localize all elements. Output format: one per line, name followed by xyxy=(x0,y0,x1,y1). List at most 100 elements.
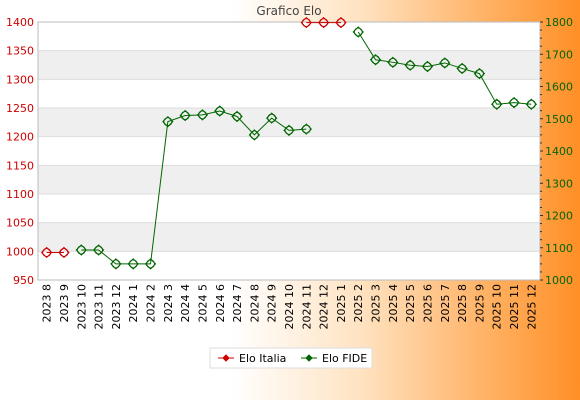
x-tick-label: 2024 12 xyxy=(318,284,331,330)
elo-fide-point-ring xyxy=(128,259,138,269)
x-tick-label: 2023 8 xyxy=(41,284,54,323)
chart-title: Grafico Elo xyxy=(256,4,321,18)
plot-band xyxy=(38,136,540,166)
elo-italia-point-ring xyxy=(319,18,329,28)
x-tick-label: 2023 9 xyxy=(58,284,71,323)
x-tick-label: 2025 5 xyxy=(404,284,417,323)
right-tick-label: 1600 xyxy=(545,81,573,94)
x-tick-label: 2023 10 xyxy=(75,284,88,330)
plot-band xyxy=(38,165,540,194)
elo-fide-point-ring xyxy=(388,57,398,67)
right-tick-label: 1700 xyxy=(545,48,573,61)
right-tick-label: 1400 xyxy=(545,145,573,158)
x-tick-label: 2025 8 xyxy=(456,284,469,323)
plot-band xyxy=(38,194,540,223)
left-tick-label: 1300 xyxy=(6,73,34,86)
x-tick-label: 2025 3 xyxy=(370,284,383,323)
elo-fide-line xyxy=(357,31,532,105)
x-tick-label: 2025 10 xyxy=(491,284,504,330)
x-tick-label: 2025 11 xyxy=(508,284,521,330)
right-tick-label: 1500 xyxy=(545,113,573,126)
x-tick-label: 2024 8 xyxy=(248,284,261,323)
elo-fide-point-ring xyxy=(509,98,519,108)
elo-fide-point-ring xyxy=(284,125,294,135)
elo-fide-point-ring xyxy=(457,63,467,73)
elo-fide-point-ring xyxy=(492,99,502,109)
elo-fide-legend-marker xyxy=(305,354,313,362)
series-points xyxy=(40,16,538,270)
elo-fide-point-ring xyxy=(301,124,311,134)
elo-fide-point-ring xyxy=(111,259,121,269)
right-tick-label: 1100 xyxy=(545,242,573,255)
legend-box xyxy=(209,347,373,369)
elo-fide-point-ring xyxy=(422,62,432,72)
elo-fide-point-ring xyxy=(526,99,536,109)
right-tick-label: 1300 xyxy=(545,177,573,190)
x-tick-label: 2024 2 xyxy=(145,284,158,323)
elo-fide-point-ring xyxy=(180,111,190,121)
elo-fide-point-ring xyxy=(163,117,173,127)
plot-band xyxy=(38,222,540,252)
left-tick-label: 1050 xyxy=(6,217,34,230)
x-tick-label: 2024 6 xyxy=(214,284,227,323)
x-tick-label: 2023 12 xyxy=(110,284,123,330)
left-tick-label: 1350 xyxy=(6,45,34,58)
x-tick-label: 2024 3 xyxy=(162,284,175,323)
x-tick-label: 2024 9 xyxy=(266,284,279,323)
plot-band xyxy=(38,108,540,137)
x-tick-label: 2024 5 xyxy=(196,284,209,323)
elo-fide-point-ring xyxy=(405,60,415,70)
left-tick-label: 1100 xyxy=(6,188,34,201)
x-tick-label: 2025 2 xyxy=(352,284,365,323)
elo-fide-point-ring xyxy=(146,259,156,269)
x-tick-label: 2024 7 xyxy=(231,284,244,323)
x-tick-label: 2024 1 xyxy=(127,284,140,323)
left-axis-ticks: 950 1000 1050 1100 1150 1200 1250 1300 1350 1400 xyxy=(6,16,34,287)
x-tick-label: 2025 6 xyxy=(421,284,434,323)
elo-italia-legend-label: Elo Italia xyxy=(239,352,286,365)
elo-fide-point-ring xyxy=(267,113,277,123)
plot-band xyxy=(38,50,540,80)
legend: Elo Italia Elo FIDE xyxy=(209,347,373,369)
x-tick-label: 2023 11 xyxy=(93,284,106,330)
elo-italia-point-ring xyxy=(336,18,346,28)
elo-fide-point-ring xyxy=(440,58,450,68)
x-tick-label: 2025 9 xyxy=(473,284,486,323)
elo-fide-legend-label: Elo FIDE xyxy=(322,352,367,365)
elo-italia-point-ring xyxy=(59,247,69,257)
elo-fide-point-ring xyxy=(371,55,381,65)
elo-fide-point-ring xyxy=(249,130,259,140)
gridlines xyxy=(38,21,540,281)
x-tick-label: 2025 7 xyxy=(439,284,452,323)
right-tick-label: 1000 xyxy=(545,274,573,287)
left-tick-label: 1000 xyxy=(6,245,34,258)
right-tick-label: 1200 xyxy=(545,210,573,223)
left-tick-label: 1400 xyxy=(6,16,34,29)
elo-fide-point-ring xyxy=(94,245,104,255)
elo-fide-point-ring xyxy=(353,27,363,37)
x-tick-label: 2024 10 xyxy=(283,284,296,330)
elo-italia-point-ring xyxy=(42,247,52,257)
elo-fide-point-ring xyxy=(474,69,484,79)
plot-bands xyxy=(38,22,540,280)
elo-fide-point-ring xyxy=(215,106,225,116)
left-tick-label: 1150 xyxy=(6,159,34,172)
x-tick-label: 2024 11 xyxy=(300,284,313,330)
x-tick-label: 2024 4 xyxy=(179,284,192,323)
right-tick-label: 1800 xyxy=(545,16,573,29)
left-tick-label: 1250 xyxy=(6,102,34,115)
elo-fide-point-ring xyxy=(232,111,242,121)
left-tick-label: 1200 xyxy=(6,131,34,144)
x-tick-label: 2025 1 xyxy=(335,284,348,323)
x-tick-label: 2025 4 xyxy=(387,284,400,323)
elo-italia-legend-marker xyxy=(222,354,230,362)
plot-band xyxy=(38,79,540,108)
plot-band xyxy=(38,22,540,51)
elo-fide-point-ring xyxy=(76,245,86,255)
elo-italia-point-ring xyxy=(301,18,311,28)
right-axis-ticks: 1000 1100 1200 1300 1400 1500 1600 1700 1800 xyxy=(540,16,573,287)
elo-fide-point-ring xyxy=(197,110,207,120)
